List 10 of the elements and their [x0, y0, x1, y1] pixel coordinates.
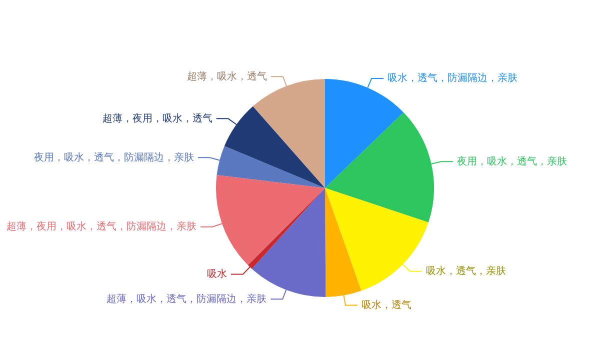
slice-label: 超薄，夜用，吸水，透气，防漏隔边，亲肤: [6, 220, 197, 232]
slice-label: 吸水，透气: [361, 298, 412, 311]
slice-label: 夜用，吸水，透气，防漏隔边，亲肤: [34, 151, 194, 164]
slice-label: 吸水，透气，防漏隔边，亲肤: [388, 72, 518, 84]
slice-label: 吸水: [206, 268, 227, 280]
slice-label: 超薄，夜用，吸水，透气: [102, 112, 212, 124]
slice-label: 吸水，透气，亲肤: [426, 264, 506, 277]
slice-label: 超薄，吸水，透气: [186, 70, 267, 82]
slice-label: 夜用，吸水，透气，亲肤: [457, 155, 568, 168]
slice-label: 超薄，吸水，透气，防漏隔边，亲肤: [106, 292, 267, 305]
